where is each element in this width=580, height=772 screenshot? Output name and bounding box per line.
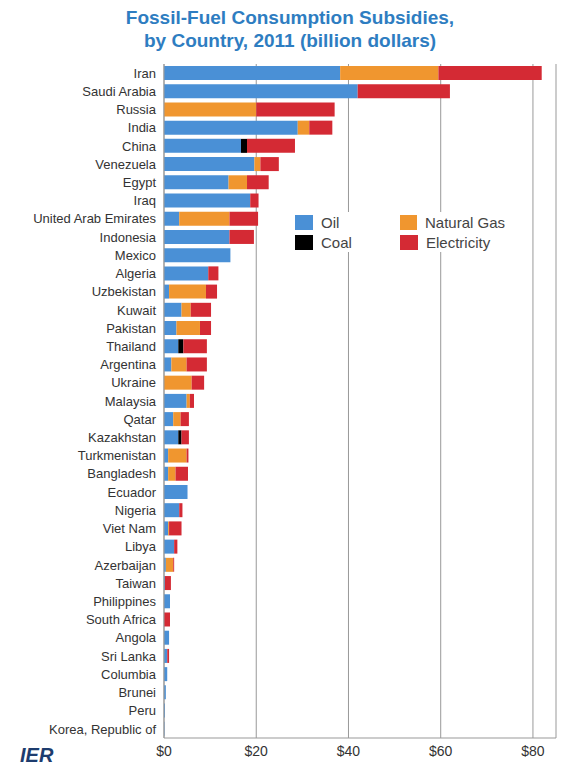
svg-text:$80: $80: [521, 743, 545, 759]
svg-text:Iran: Iran: [134, 66, 156, 81]
svg-text:Kazakhstan: Kazakhstan: [88, 430, 156, 445]
svg-text:South Africa: South Africa: [86, 612, 157, 627]
svg-text:Philippines: Philippines: [93, 594, 156, 609]
svg-text:Ukraine: Ukraine: [111, 375, 156, 390]
svg-text:Kuwait: Kuwait: [117, 303, 156, 318]
svg-text:Argentina: Argentina: [100, 357, 156, 372]
html-text:by Country, 2011 (billion doll: by Country, 2011 (billion dollars): [144, 30, 436, 51]
svg-text:India: India: [128, 120, 157, 135]
svg-text:$60: $60: [429, 743, 453, 759]
svg-text:Angola: Angola: [116, 630, 157, 645]
svg-text:Columbia: Columbia: [101, 667, 157, 682]
html-text:Oil: Oil: [321, 213, 340, 231]
html-text:Coal: Coal: [321, 233, 352, 251]
svg-text:Indonesia: Indonesia: [100, 230, 157, 245]
svg-text:Egypt: Egypt: [123, 175, 157, 190]
svg-text:United Arab Emirates: United Arab Emirates: [33, 211, 156, 226]
svg-text:$40: $40: [337, 743, 361, 759]
svg-text:Brunei: Brunei: [118, 685, 156, 700]
svg-text:Algeria: Algeria: [116, 266, 157, 281]
svg-text:Russia: Russia: [116, 102, 157, 117]
svg-text:Iraq: Iraq: [134, 193, 156, 208]
svg-text:Uzbekistan: Uzbekistan: [92, 284, 156, 299]
svg-text:Nigeria: Nigeria: [115, 503, 157, 518]
svg-text:$0: $0: [156, 743, 172, 759]
svg-text:$20: $20: [245, 743, 269, 759]
svg-text:Malaysia: Malaysia: [105, 394, 157, 409]
svg-text:Mexico: Mexico: [115, 248, 156, 263]
svg-text:Viet Nam: Viet Nam: [103, 521, 156, 536]
svg-text:Venezuela: Venezuela: [95, 157, 156, 172]
svg-text:Thailand: Thailand: [106, 339, 156, 354]
svg-text:Bangladesh: Bangladesh: [87, 466, 156, 481]
svg-text:Saudi Arabia: Saudi Arabia: [82, 84, 156, 99]
html-text:IER: IER: [20, 744, 54, 766]
svg-text:Pakistan: Pakistan: [106, 321, 156, 336]
svg-text:Ecuador: Ecuador: [108, 485, 157, 500]
svg-text:Qatar: Qatar: [123, 412, 156, 427]
html-text:Fossil-Fuel Consumption Subsid: Fossil-Fuel Consumption Subsidies,: [125, 7, 455, 28]
svg-text:Peru: Peru: [129, 703, 156, 718]
html-text:Electricity: Electricity: [426, 233, 491, 251]
svg-text:Taiwan: Taiwan: [116, 576, 156, 591]
svg-text:China: China: [122, 139, 157, 154]
svg-text:Turkmenistan: Turkmenistan: [78, 448, 156, 463]
svg-text:Azerbaijan: Azerbaijan: [95, 558, 156, 573]
svg-text:Korea, Republic of: Korea, Republic of: [49, 722, 156, 737]
svg-text:Sri Lanka: Sri Lanka: [101, 649, 157, 664]
html-text:Natural Gas: Natural Gas: [425, 213, 505, 231]
svg-text:Libya: Libya: [125, 539, 157, 554]
